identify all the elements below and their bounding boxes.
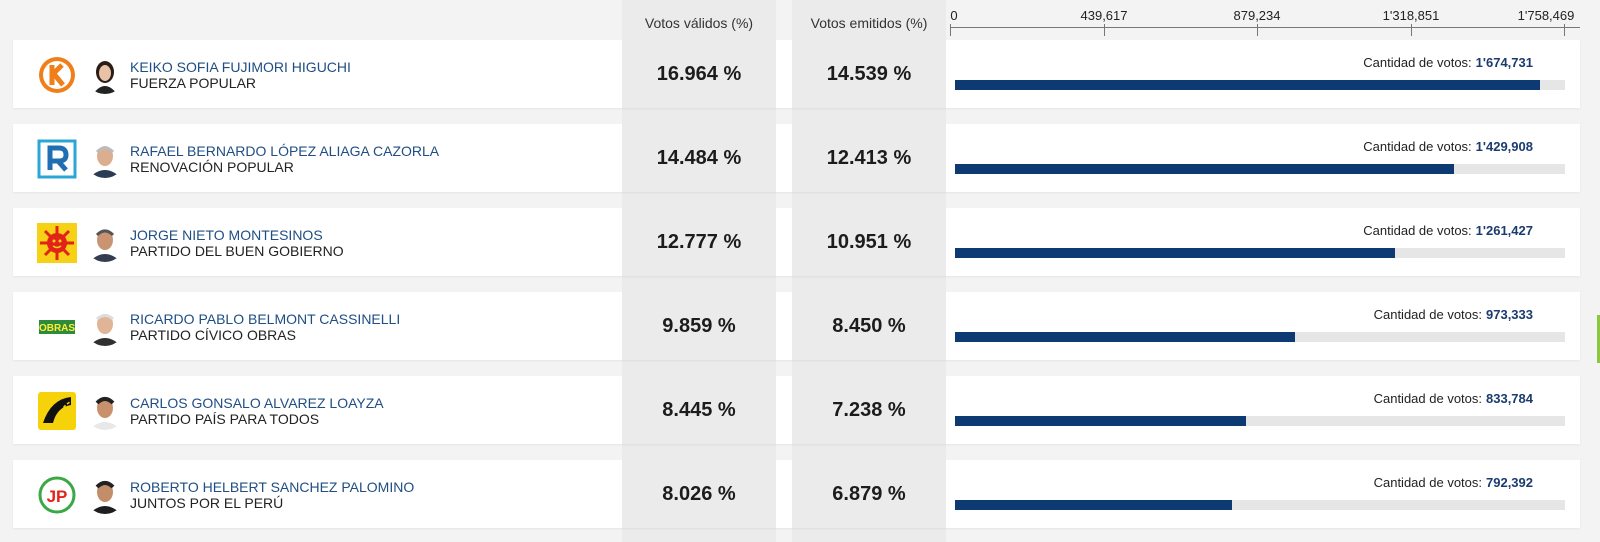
votes-bar-fill <box>955 416 1246 426</box>
votes-bar-track <box>955 248 1565 258</box>
cast-votes-pct: 14.539 % <box>826 62 912 85</box>
candidate-row[interactable]: OBRAS RICARDO PABLO BELMONT CASSINELLI P… <box>13 292 1580 360</box>
candidate-row[interactable]: JORGE NIETO MONTESINOS PARTIDO DEL BUEN … <box>13 208 1580 276</box>
pct-cell-bg <box>622 376 776 444</box>
pct-cell-bg <box>622 124 776 192</box>
fuerza-popular-k-logo-icon <box>37 55 77 95</box>
candidate-photo-icon <box>85 138 125 178</box>
votes-bar-track <box>955 164 1565 174</box>
axis-tick <box>1257 24 1258 36</box>
candidate-photo-icon <box>85 54 125 94</box>
axis-tick-label: 439,617 <box>1080 8 1128 23</box>
axis-tick <box>1411 24 1412 36</box>
pct-cell-bg <box>622 292 776 360</box>
valid-votes-pct: 14.484 % <box>656 146 742 169</box>
votes-bar-fill <box>955 248 1395 258</box>
candidate-row[interactable]: JP ROBERTO HELBERT SANCHEZ PALOMINO JUNT… <box>13 460 1580 528</box>
pais-para-todos-road-logo-icon <box>37 391 77 431</box>
obras-logo-icon: OBRAS <box>37 307 77 347</box>
votes-count-label: Cantidad de votos: 1'261,427 <box>1363 223 1533 238</box>
cast-votes-pct: 12.413 % <box>826 146 912 169</box>
votes-bar-fill <box>955 80 1540 90</box>
valid-votes-pct: 8.026 % <box>662 482 736 505</box>
votes-count-label: Cantidad de votos: 1'429,908 <box>1363 139 1533 154</box>
scroll-edge-indicator <box>1597 315 1600 363</box>
party-name: PARTIDO CÍVICO OBRAS <box>130 327 296 343</box>
cast-votes-pct: 8.450 % <box>832 314 906 337</box>
axis-tick <box>1564 24 1565 36</box>
pct-cell-bg <box>622 40 776 108</box>
candidate-photo-icon <box>85 474 125 514</box>
votes-bar-track <box>955 80 1565 90</box>
valid-votes-pct: 16.964 % <box>656 62 742 85</box>
votes-count-value: 973,333 <box>1486 307 1533 322</box>
cast-votes-pct: 10.951 % <box>826 230 912 253</box>
party-name: PARTIDO DEL BUEN GOBIERNO <box>130 243 344 259</box>
votes-count-value: 833,784 <box>1486 391 1533 406</box>
sun-logo-icon <box>37 223 77 263</box>
candidate-name[interactable]: KEIKO SOFIA FUJIMORI HIGUCHI <box>130 59 351 75</box>
party-name: JUNTOS POR EL PERÚ <box>130 495 284 511</box>
votes-count-value: 1'674,731 <box>1475 55 1533 70</box>
candidate-name[interactable]: JORGE NIETO MONTESINOS <box>130 227 323 243</box>
votes-bar-fill <box>955 332 1295 342</box>
votes-count-value: 792,392 <box>1486 475 1533 490</box>
axis-tick-label: 879,234 <box>1233 8 1281 23</box>
votes-count-value: 1'429,908 <box>1475 139 1533 154</box>
pct-cell-bg <box>792 124 946 192</box>
candidate-name[interactable]: RAFAEL BERNARDO LÓPEZ ALIAGA CAZORLA <box>130 143 440 159</box>
axis-tick-label: 1'318,851 <box>1382 8 1440 23</box>
votes-count-label: Cantidad de votos: 792,392 <box>1373 475 1533 490</box>
votes-count-label: Cantidad de votos: 973,333 <box>1373 307 1533 322</box>
valid-votes-pct: 8.445 % <box>662 398 736 421</box>
votes-bar-track <box>955 416 1565 426</box>
axis-tick-label: 1'758,469 <box>1517 8 1575 23</box>
votes-bar-track <box>955 332 1565 342</box>
axis-tick-label: 0 <box>950 8 958 23</box>
axis-line <box>950 27 1580 28</box>
pct-cell-bg <box>792 40 946 108</box>
votes-count-value: 1'261,427 <box>1475 223 1533 238</box>
pct-cell-bg <box>622 208 776 276</box>
candidate-row[interactable]: CARLOS GONSALO ALVAREZ LOAYZA PARTIDO PA… <box>13 376 1580 444</box>
candidate-name[interactable]: CARLOS GONSALO ALVAREZ LOAYZA <box>130 395 384 411</box>
valid-votes-header: Votos válidos (%) <box>644 15 754 31</box>
pct-cell-bg <box>792 292 946 360</box>
candidate-photo-icon <box>85 390 125 430</box>
party-name: RENOVACIÓN POPULAR <box>130 159 294 175</box>
votes-count-label: Cantidad de votos: 1'674,731 <box>1363 55 1533 70</box>
axis-tick <box>1104 24 1105 36</box>
party-name: PARTIDO PAÍS PARA TODOS <box>130 411 320 427</box>
votes-bar-track <box>955 500 1565 510</box>
valid-votes-pct: 12.777 % <box>656 230 742 253</box>
pct-cell-bg <box>792 208 946 276</box>
pct-cell-bg <box>622 460 776 528</box>
votes-bar-fill <box>955 500 1232 510</box>
votes-count-label: Cantidad de votos: 833,784 <box>1373 391 1533 406</box>
cast-votes-pct: 7.238 % <box>832 398 906 421</box>
pct-cell-bg <box>792 376 946 444</box>
valid-votes-pct: 9.859 % <box>662 314 736 337</box>
candidate-photo-icon <box>85 306 125 346</box>
candidate-photo-icon <box>85 222 125 262</box>
candidate-row[interactable]: RAFAEL BERNARDO LÓPEZ ALIAGA CAZORLA REN… <box>13 124 1580 192</box>
pct-cell-bg <box>792 460 946 528</box>
cast-votes-pct: 6.879 % <box>832 482 906 505</box>
juntos-por-el-peru-jp-logo-icon: JP <box>37 475 77 515</box>
svg-text:OBRAS: OBRAS <box>39 323 75 334</box>
candidate-name[interactable]: ROBERTO HELBERT SANCHEZ PALOMINO <box>130 479 415 495</box>
cast-votes-header: Votos emitidos (%) <box>810 15 928 31</box>
party-name: FUERZA POPULAR <box>130 75 257 91</box>
votes-axis: 0 439,617 879,234 1'318,851 1'758,469 <box>950 0 1580 36</box>
candidate-name[interactable]: RICARDO PABLO BELMONT CASSINELLI <box>130 311 401 327</box>
candidate-row[interactable]: KEIKO SOFIA FUJIMORI HIGUCHI FUERZA POPU… <box>13 40 1580 108</box>
renovacion-popular-r-logo-icon <box>37 139 77 179</box>
votes-bar-fill <box>955 164 1454 174</box>
svg-text:JP: JP <box>47 487 68 506</box>
axis-tick <box>950 24 951 36</box>
